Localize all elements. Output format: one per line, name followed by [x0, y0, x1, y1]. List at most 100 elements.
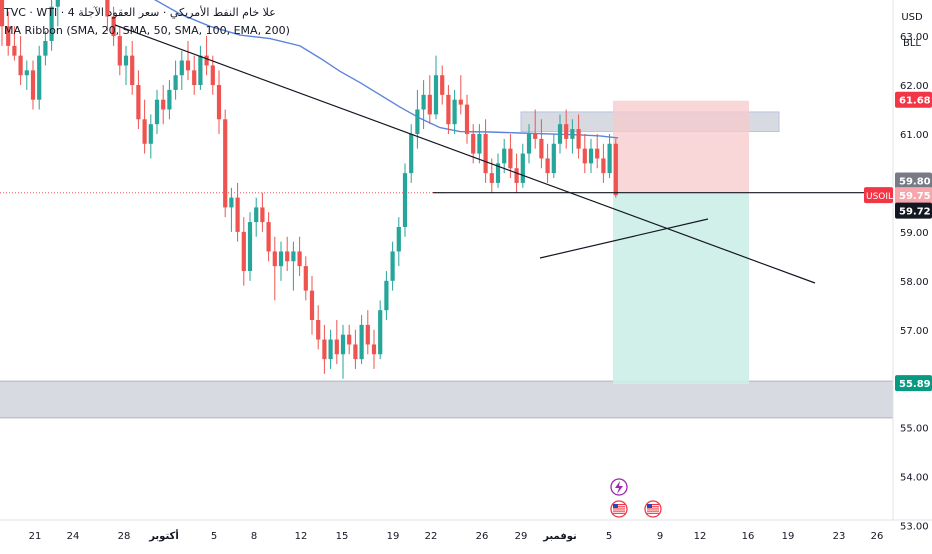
candle[interactable]: [316, 305, 321, 350]
currency-label[interactable]: USD: [901, 12, 923, 23]
candle[interactable]: [12, 26, 17, 61]
us-flag-icon[interactable]: [610, 500, 628, 518]
stop-loss-zone[interactable]: [613, 100, 749, 193]
candle[interactable]: [570, 119, 575, 154]
stop-loss-badge[interactable]: 61.68: [895, 91, 932, 108]
candle[interactable]: [136, 70, 141, 130]
candle[interactable]: [452, 89, 457, 134]
candle[interactable]: [148, 114, 153, 159]
candle[interactable]: [595, 133, 600, 169]
candle[interactable]: [576, 114, 581, 159]
candle[interactable]: [142, 99, 147, 154]
candle[interactable]: [167, 80, 172, 120]
candle[interactable]: [229, 187, 234, 232]
candle[interactable]: [247, 212, 253, 281]
candle[interactable]: [241, 217, 246, 286]
candle[interactable]: [526, 124, 532, 164]
candle[interactable]: [216, 70, 222, 134]
candle[interactable]: [601, 143, 606, 183]
events-layer[interactable]: [610, 478, 662, 518]
candle[interactable]: [539, 119, 544, 169]
candle[interactable]: [613, 138, 618, 198]
candle[interactable]: [105, 0, 110, 32]
candle[interactable]: [43, 31, 48, 66]
candle[interactable]: [198, 45, 203, 90]
candle[interactable]: [309, 275, 315, 335]
candle[interactable]: [502, 138, 507, 174]
time-axis[interactable]: 21 24 28 أكتوبر 5 8 12 15 19 22 26 29 نوفمبر 5 9 12 16 19…: [0, 519, 932, 542]
candle[interactable]: [49, 0, 54, 51]
candle[interactable]: [446, 85, 451, 134]
candle[interactable]: [111, 6, 116, 46]
candle[interactable]: [278, 241, 284, 281]
candle[interactable]: [37, 45, 42, 110]
candle[interactable]: [322, 324, 327, 374]
candle[interactable]: [130, 40, 135, 95]
symbol-badge[interactable]: USOIL: [864, 187, 893, 204]
candle[interactable]: [161, 85, 166, 125]
unit-label[interactable]: BLL: [903, 38, 921, 49]
level-badge-59-72[interactable]: 59.72: [895, 202, 932, 219]
candle[interactable]: [458, 75, 463, 115]
candle[interactable]: [495, 153, 501, 188]
candle[interactable]: [551, 133, 556, 179]
candle[interactable]: [402, 163, 408, 237]
candles-layer[interactable]: [0, 0, 618, 379]
candle[interactable]: [347, 324, 352, 355]
candle[interactable]: [266, 212, 271, 262]
candle[interactable]: [415, 89, 420, 149]
candle[interactable]: [6, 11, 11, 56]
candle[interactable]: [433, 55, 439, 120]
take-profit-badge[interactable]: 55.89: [895, 375, 932, 392]
candle[interactable]: [545, 143, 550, 183]
descending-trendline[interactable]: [114, 24, 816, 284]
candle[interactable]: [0, 0, 5, 46]
candle[interactable]: [582, 133, 587, 174]
candle[interactable]: [192, 55, 197, 95]
take-profit-zone[interactable]: [613, 192, 749, 385]
lightning-icon[interactable]: [610, 478, 628, 496]
candle[interactable]: [607, 133, 612, 179]
candle[interactable]: [210, 55, 215, 95]
candle[interactable]: [384, 271, 389, 320]
candle[interactable]: [557, 114, 563, 154]
candle[interactable]: [303, 256, 308, 301]
us-flag-icon[interactable]: [644, 500, 662, 518]
candle[interactable]: [291, 241, 296, 291]
candle[interactable]: [204, 36, 209, 76]
candle[interactable]: [185, 40, 191, 81]
candle[interactable]: [30, 60, 36, 110]
candle[interactable]: [117, 26, 122, 76]
candle[interactable]: [464, 94, 470, 144]
candle[interactable]: [427, 75, 432, 125]
candle[interactable]: [477, 124, 482, 164]
candle[interactable]: [173, 60, 178, 100]
candle[interactable]: [365, 310, 370, 355]
candle[interactable]: [440, 65, 445, 105]
candle[interactable]: [334, 319, 339, 365]
candle[interactable]: [359, 315, 364, 365]
candle[interactable]: [390, 241, 395, 291]
candle[interactable]: [223, 109, 228, 218]
candle[interactable]: [254, 197, 259, 237]
candle[interactable]: [55, 0, 60, 27]
ascending-trendline[interactable]: [539, 218, 709, 259]
candle[interactable]: [520, 143, 525, 188]
candle[interactable]: [396, 217, 401, 267]
candle[interactable]: [564, 109, 569, 149]
candle[interactable]: [272, 236, 277, 301]
candle[interactable]: [154, 89, 160, 134]
candle[interactable]: [340, 324, 346, 379]
candle[interactable]: [353, 329, 358, 369]
candle[interactable]: [533, 109, 538, 149]
candle[interactable]: [260, 192, 265, 232]
candle[interactable]: [328, 329, 333, 369]
candle[interactable]: [285, 236, 290, 272]
candle[interactable]: [483, 119, 488, 183]
candle[interactable]: [421, 80, 426, 130]
candle[interactable]: [179, 50, 184, 90]
candle[interactable]: [18, 36, 23, 86]
candle[interactable]: [588, 138, 594, 174]
